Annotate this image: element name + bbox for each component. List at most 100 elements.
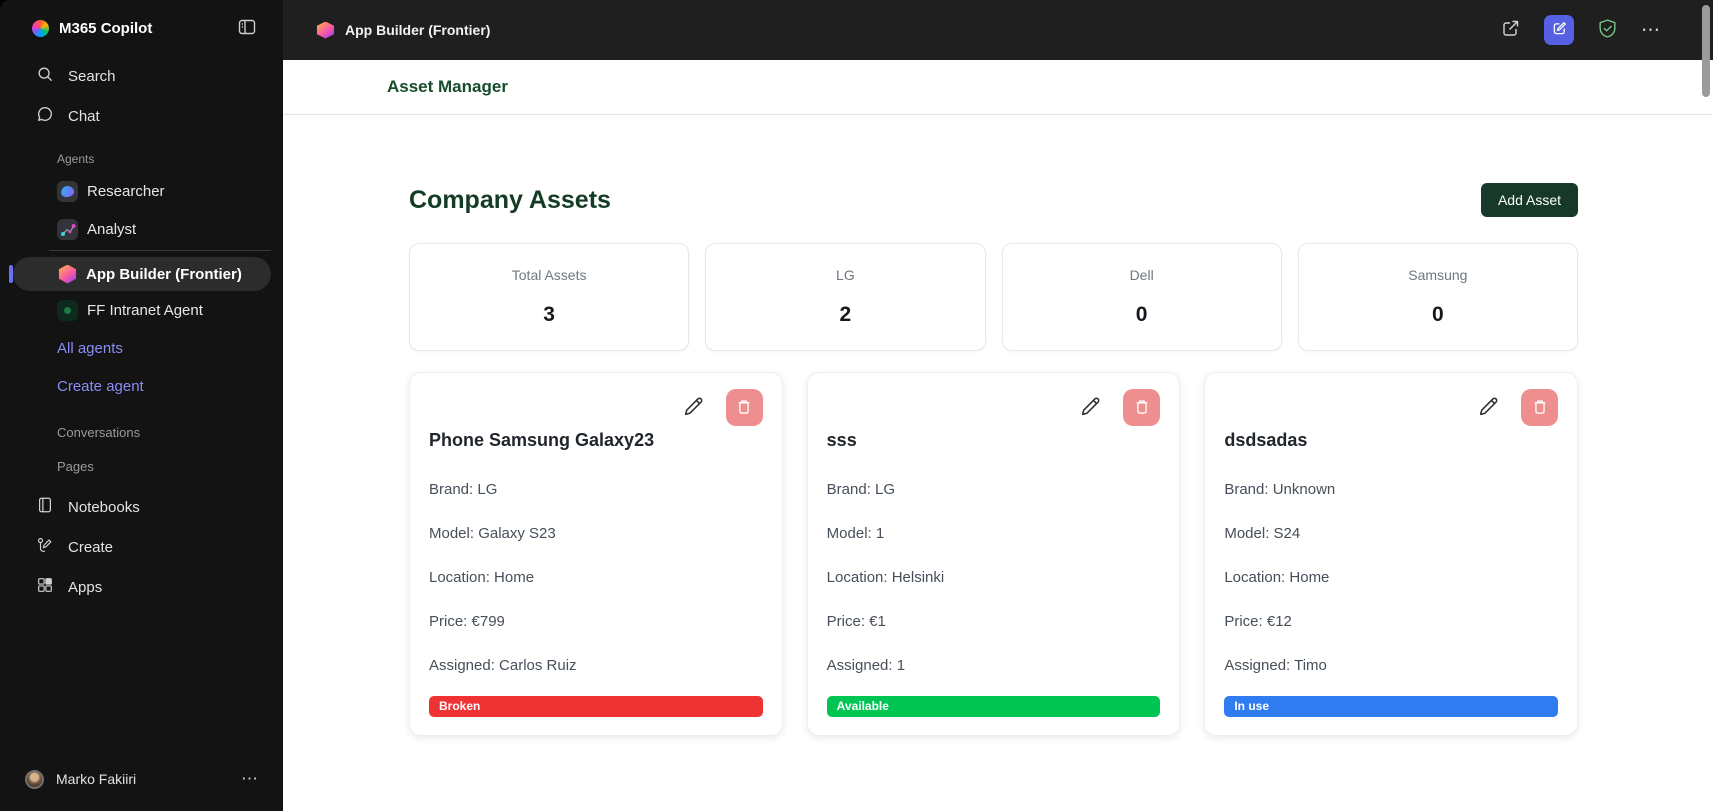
asset-assigned: Assigned: Carlos Ruiz xyxy=(429,657,577,674)
topbar-title: App Builder (Frontier) xyxy=(345,22,491,38)
stat-value: 0 xyxy=(1432,303,1444,326)
trash-icon xyxy=(735,397,753,418)
share-button[interactable] xyxy=(1498,16,1523,44)
asset-model: Model: Galaxy S23 xyxy=(429,525,556,542)
delete-asset-button[interactable] xyxy=(1123,389,1161,426)
sidebar-item-conversations[interactable]: Conversations xyxy=(57,424,141,440)
spacer xyxy=(0,607,283,753)
stat-card-total-assets: Total Assets 3 xyxy=(409,243,690,351)
stat-card-lg: LG 2 xyxy=(705,243,986,351)
sidebar-item-label: Create xyxy=(68,538,114,556)
sidebar-item-ff-intranet-agent[interactable]: FF Intranet Agent xyxy=(0,291,283,329)
asset-card: Phone Samsung Galaxy23 Brand: LG Model: … xyxy=(409,372,783,736)
m365-copilot-logo-icon xyxy=(32,19,49,37)
search-icon xyxy=(36,65,54,87)
sidebar-item-app-builder-selected[interactable]: App Builder (Frontier) xyxy=(9,257,271,291)
sidebar-item-pages[interactable]: Pages xyxy=(57,458,94,474)
asset-assigned: Assigned: 1 xyxy=(826,657,906,674)
sidebar-item-researcher[interactable]: Researcher xyxy=(0,172,283,210)
new-chat-button[interactable] xyxy=(1544,15,1574,45)
trash-icon xyxy=(1531,397,1549,418)
asset-card: dsdsadas Brand: Unknown Model: S24 Locat… xyxy=(1204,372,1579,736)
add-asset-button[interactable]: Add Asset xyxy=(1480,183,1578,217)
edit-asset-button[interactable] xyxy=(1077,393,1104,423)
sidebar-item-create[interactable]: Create xyxy=(0,527,283,567)
sidebar-item-search[interactable]: Search xyxy=(0,56,283,96)
selected-indicator xyxy=(9,265,13,283)
researcher-agent-icon xyxy=(57,180,78,202)
asset-name: dsdsadas xyxy=(1224,430,1308,450)
sidebar-item-notebooks[interactable]: Notebooks xyxy=(0,487,283,527)
asset-price: Price: €1 xyxy=(826,613,886,630)
sidebar-item-label: Apps xyxy=(68,578,103,596)
card-actions xyxy=(1224,389,1559,426)
status-badge: Available xyxy=(826,696,1161,717)
ff-intranet-agent-icon xyxy=(57,299,78,321)
app-builder-agent-icon xyxy=(58,264,77,284)
stats-row: Total Assets 3 LG 2 Dell 0 Samsung 0 xyxy=(409,243,1578,351)
sidebar-header: M365 Copilot xyxy=(0,0,283,56)
page-title: Asset Manager xyxy=(387,77,508,96)
stat-card-samsung: Samsung 0 xyxy=(1297,243,1578,351)
asset-brand: Brand: LG xyxy=(429,481,498,498)
pencil-icon xyxy=(1079,395,1102,421)
status-badge: In use xyxy=(1224,696,1559,717)
user-more-button[interactable]: ⋯ xyxy=(241,769,259,789)
delete-asset-button[interactable] xyxy=(725,389,763,426)
create-pen-icon xyxy=(36,536,54,558)
agents-section-label: Agents xyxy=(57,152,95,166)
asset-price: Price: €12 xyxy=(1224,613,1292,630)
sidebar-item-label: Chat xyxy=(68,107,100,125)
asset-location: Location: Home xyxy=(1224,569,1330,586)
sidebar-item-chat[interactable]: Chat xyxy=(0,96,283,136)
page-content: Company Assets Add Asset Total Assets 3 … xyxy=(283,115,1713,811)
asset-location: Location: Helsinki xyxy=(826,569,945,586)
notebook-icon xyxy=(36,496,54,518)
user-name: Marko Fakiiri xyxy=(56,771,137,787)
main-area: App Builder (Frontier) xyxy=(283,0,1713,811)
asset-location: Location: Home xyxy=(429,569,535,586)
asset-model: Model: 1 xyxy=(826,525,885,542)
stat-label: Total Assets xyxy=(511,267,587,283)
asset-brand: Brand: LG xyxy=(826,481,896,498)
topbar-more-button[interactable]: ⋯ xyxy=(1641,19,1661,42)
app-builder-tab-icon xyxy=(316,21,335,39)
sidebar: M365 Copilot Search xyxy=(0,0,283,811)
apps-grid-icon xyxy=(36,576,54,598)
share-icon xyxy=(1500,18,1521,42)
agent-label: App Builder (Frontier) xyxy=(86,265,242,283)
topbar: App Builder (Frontier) xyxy=(283,0,1713,60)
asset-price: Price: €799 xyxy=(429,613,505,630)
shield-check-icon xyxy=(1597,18,1618,42)
card-actions xyxy=(429,389,763,426)
topbar-actions: ⋯ xyxy=(1498,15,1661,45)
agent-label: Analyst xyxy=(87,220,137,238)
compose-icon xyxy=(1551,20,1568,40)
sidebar-item-analyst[interactable]: Analyst xyxy=(0,210,283,248)
edit-asset-button[interactable] xyxy=(1475,393,1502,423)
card-actions xyxy=(827,389,1161,426)
sidebar-link-all-agents[interactable]: All agents xyxy=(57,339,123,357)
collapse-sidebar-button[interactable] xyxy=(235,15,259,42)
ellipsis-icon: ⋯ xyxy=(1641,19,1661,41)
privacy-shield-button[interactable] xyxy=(1595,16,1620,44)
stat-card-dell: Dell 0 xyxy=(1001,243,1282,351)
panel-toggle-icon xyxy=(237,17,257,40)
status-badge: Broken xyxy=(429,696,763,717)
asset-card: sss Brand: LG Model: 1 Location: Helsink… xyxy=(806,372,1181,736)
sidebar-link-create-agent[interactable]: Create agent xyxy=(57,377,144,395)
asset-model: Model: S24 xyxy=(1224,525,1301,542)
sidebar-item-apps[interactable]: Apps xyxy=(0,567,283,607)
window-scrollbar-thumb[interactable] xyxy=(1702,5,1710,97)
edit-asset-button[interactable] xyxy=(680,393,707,423)
user-row[interactable]: Marko Fakiiri ⋯ xyxy=(0,753,283,811)
trash-icon xyxy=(1133,397,1151,418)
heading-row: Company Assets Add Asset xyxy=(409,183,1578,217)
sidebar-item-label: Notebooks xyxy=(68,498,140,516)
stat-label: Samsung xyxy=(1408,267,1468,283)
stat-label: LG xyxy=(836,267,855,283)
app-title: M365 Copilot xyxy=(59,19,153,37)
stat-value: 2 xyxy=(839,303,852,326)
delete-asset-button[interactable] xyxy=(1521,389,1559,426)
